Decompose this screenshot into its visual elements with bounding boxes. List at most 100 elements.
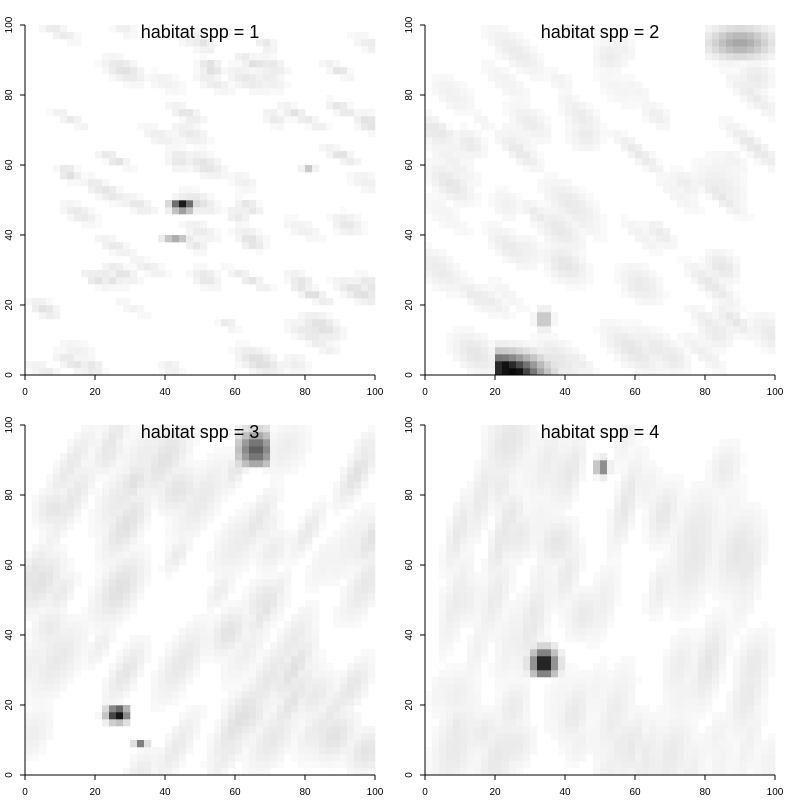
heatmap-cell <box>523 705 531 713</box>
heatmap-cell <box>249 502 257 510</box>
heatmap-cell <box>502 551 510 559</box>
heatmap-cell <box>446 649 454 657</box>
heatmap-cell <box>312 502 320 510</box>
heatmap-cell <box>537 502 545 510</box>
heatmap-cell <box>263 39 271 47</box>
heatmap-cell <box>60 635 68 643</box>
heatmap-cell <box>446 663 454 671</box>
heatmap-cell <box>88 347 96 355</box>
heatmap-cell <box>319 754 327 762</box>
heatmap-cell <box>116 502 124 510</box>
heatmap-cell <box>193 614 201 622</box>
heatmap-cell <box>439 277 447 285</box>
heatmap-cell <box>172 207 180 215</box>
heatmap-cell <box>228 228 236 236</box>
heatmap-cell <box>95 656 103 664</box>
heatmap-cell <box>32 691 40 699</box>
heatmap-cell <box>558 446 566 454</box>
heatmap-cell <box>523 158 531 166</box>
heatmap-cell <box>347 691 355 699</box>
heatmap-cell <box>67 340 75 348</box>
heatmap-cell <box>74 670 82 678</box>
heatmap-cell <box>558 432 566 440</box>
heatmap-cell <box>347 460 355 468</box>
heatmap-cell <box>88 207 96 215</box>
heatmap-cell <box>60 670 68 678</box>
heatmap-cell <box>291 642 299 650</box>
heatmap-cell <box>530 670 538 678</box>
heatmap-cell <box>347 572 355 580</box>
heatmap-cell <box>270 88 278 96</box>
heatmap-cell <box>207 642 215 650</box>
heatmap-cell <box>340 467 348 475</box>
heatmap-cell <box>256 361 264 369</box>
heatmap-cell <box>291 326 299 334</box>
heatmap-cell <box>460 88 468 96</box>
heatmap-cell <box>432 768 440 776</box>
heatmap-cell <box>453 740 461 748</box>
heatmap-cell <box>270 579 278 587</box>
heatmap-cell <box>488 705 496 713</box>
heatmap-cell <box>551 719 559 727</box>
heatmap-cell <box>761 333 769 341</box>
heatmap-cell <box>151 691 159 699</box>
heatmap-cell <box>298 516 306 524</box>
heatmap-cell <box>621 684 629 692</box>
heatmap-cell <box>172 425 180 433</box>
heatmap-cell <box>291 284 299 292</box>
heatmap-cell <box>579 137 587 145</box>
heatmap-cell <box>481 481 489 489</box>
heatmap-cell <box>200 39 208 47</box>
heatmap-cell <box>684 270 692 278</box>
heatmap-cell <box>312 572 320 580</box>
heatmap-cell <box>516 144 524 152</box>
heatmap-cell <box>558 368 566 376</box>
heatmap-cell <box>488 544 496 552</box>
heatmap-cell <box>354 277 362 285</box>
heatmap-cell <box>368 291 376 299</box>
heatmap-cell <box>256 754 264 762</box>
heatmap-cell <box>186 207 194 215</box>
heatmap-cell <box>593 628 601 636</box>
heatmap-cell <box>698 305 706 313</box>
heatmap-cell <box>642 102 650 110</box>
heatmap-cell <box>60 565 68 573</box>
heatmap-cell <box>25 565 33 573</box>
heatmap-cell <box>305 446 313 454</box>
heatmap-cell <box>326 761 334 769</box>
heatmap-cell <box>333 684 341 692</box>
heatmap-cell <box>228 670 236 678</box>
heatmap-cell <box>319 656 327 664</box>
heatmap-cell <box>263 691 271 699</box>
heatmap-cell <box>537 116 545 124</box>
heatmap-cell <box>249 635 257 643</box>
heatmap-cell <box>453 579 461 587</box>
heatmap-cell <box>516 558 524 566</box>
heatmap-cell <box>481 474 489 482</box>
heatmap-cell <box>60 684 68 692</box>
heatmap-cell <box>453 193 461 201</box>
heatmap-cell <box>537 60 545 68</box>
heatmap-cell <box>544 684 552 692</box>
heatmap-cell <box>228 516 236 524</box>
heatmap-cell <box>158 460 166 468</box>
heatmap-cell <box>467 761 475 769</box>
heatmap-cell <box>530 46 538 54</box>
heatmap-cell <box>109 446 117 454</box>
heatmap-cell <box>635 144 643 152</box>
heatmap-cell <box>214 579 222 587</box>
heatmap-cell <box>460 768 468 776</box>
heatmap-cell <box>347 495 355 503</box>
heatmap-cell <box>214 600 222 608</box>
heatmap-cell <box>256 607 264 615</box>
heatmap-cell <box>277 460 285 468</box>
heatmap-cells <box>425 25 776 376</box>
heatmap-cell <box>558 481 566 489</box>
heatmap-cell <box>453 600 461 608</box>
heatmap-cell <box>249 361 257 369</box>
heatmap-cell <box>565 228 573 236</box>
heatmap-cell <box>586 123 594 131</box>
heatmap-cell <box>516 193 524 201</box>
heatmap-cell <box>488 614 496 622</box>
heatmap-cell <box>621 291 629 299</box>
